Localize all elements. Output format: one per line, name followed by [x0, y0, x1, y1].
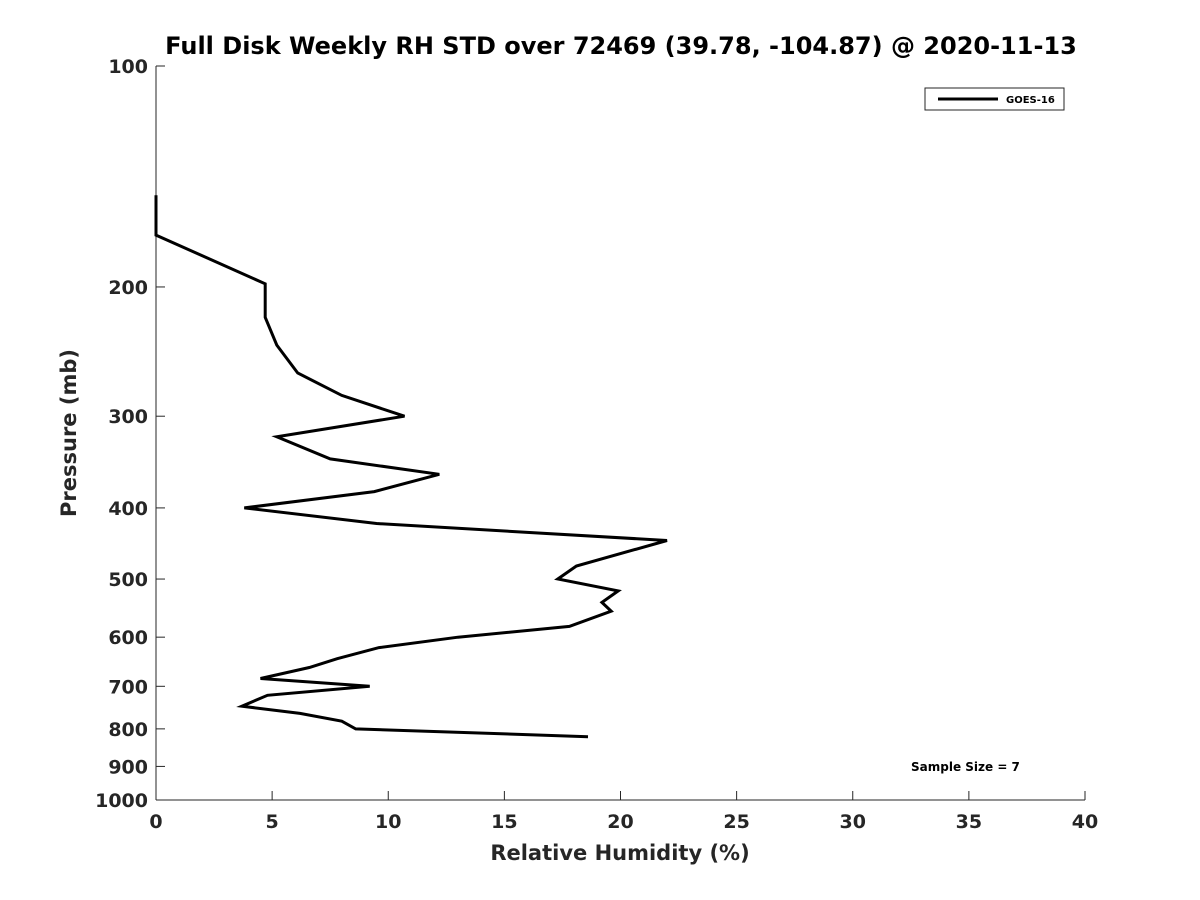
legend-label: GOES-16 — [1006, 95, 1055, 106]
x-tick-label: 20 — [607, 811, 633, 833]
x-tick-label: 25 — [723, 811, 749, 833]
series-layer — [154, 195, 668, 739]
y-tick-label: 800 — [108, 719, 148, 741]
y-tick-label: 400 — [108, 498, 148, 520]
x-tick-label: 5 — [266, 811, 279, 833]
y-tick-label: 900 — [108, 756, 148, 778]
y-tick-label: 200 — [108, 277, 148, 299]
x-tick-label: 10 — [375, 811, 401, 833]
x-tick-label: 15 — [491, 811, 517, 833]
legend: GOES-16 — [924, 87, 1065, 111]
x-tick-label: 35 — [956, 811, 982, 833]
y-tick-label: 600 — [108, 627, 148, 649]
sample-size-annotation: Sample Size = 7 — [911, 760, 1020, 774]
y-tick-label: 700 — [108, 676, 148, 698]
x-axis-ticks: 0 5 10 15 20 25 30 35 40 — [149, 791, 1098, 833]
y-tick-label: 100 — [108, 56, 148, 78]
x-axis-label: Relative Humidity (%) — [490, 841, 749, 865]
y-tick-label: 500 — [108, 569, 148, 591]
x-tick-label: 30 — [840, 811, 866, 833]
chart-title: Full Disk Weekly RH STD over 72469 (39.7… — [165, 32, 1077, 60]
y-tick-label: 1000 — [95, 790, 148, 812]
y-axis-ticks: 100 200 300 400 500 600 700 800 900 1000 — [95, 56, 165, 812]
plot-area: 0 5 10 15 20 25 30 35 40 100 200 300 400 500 600 700 80… — [95, 56, 1098, 833]
x-tick-label: 0 — [149, 811, 162, 833]
y-axis-label: Pressure (mb) — [57, 349, 81, 517]
series-line-goes-16 — [154, 195, 668, 739]
x-tick-label: 40 — [1072, 811, 1098, 833]
y-tick-label: 300 — [108, 406, 148, 428]
